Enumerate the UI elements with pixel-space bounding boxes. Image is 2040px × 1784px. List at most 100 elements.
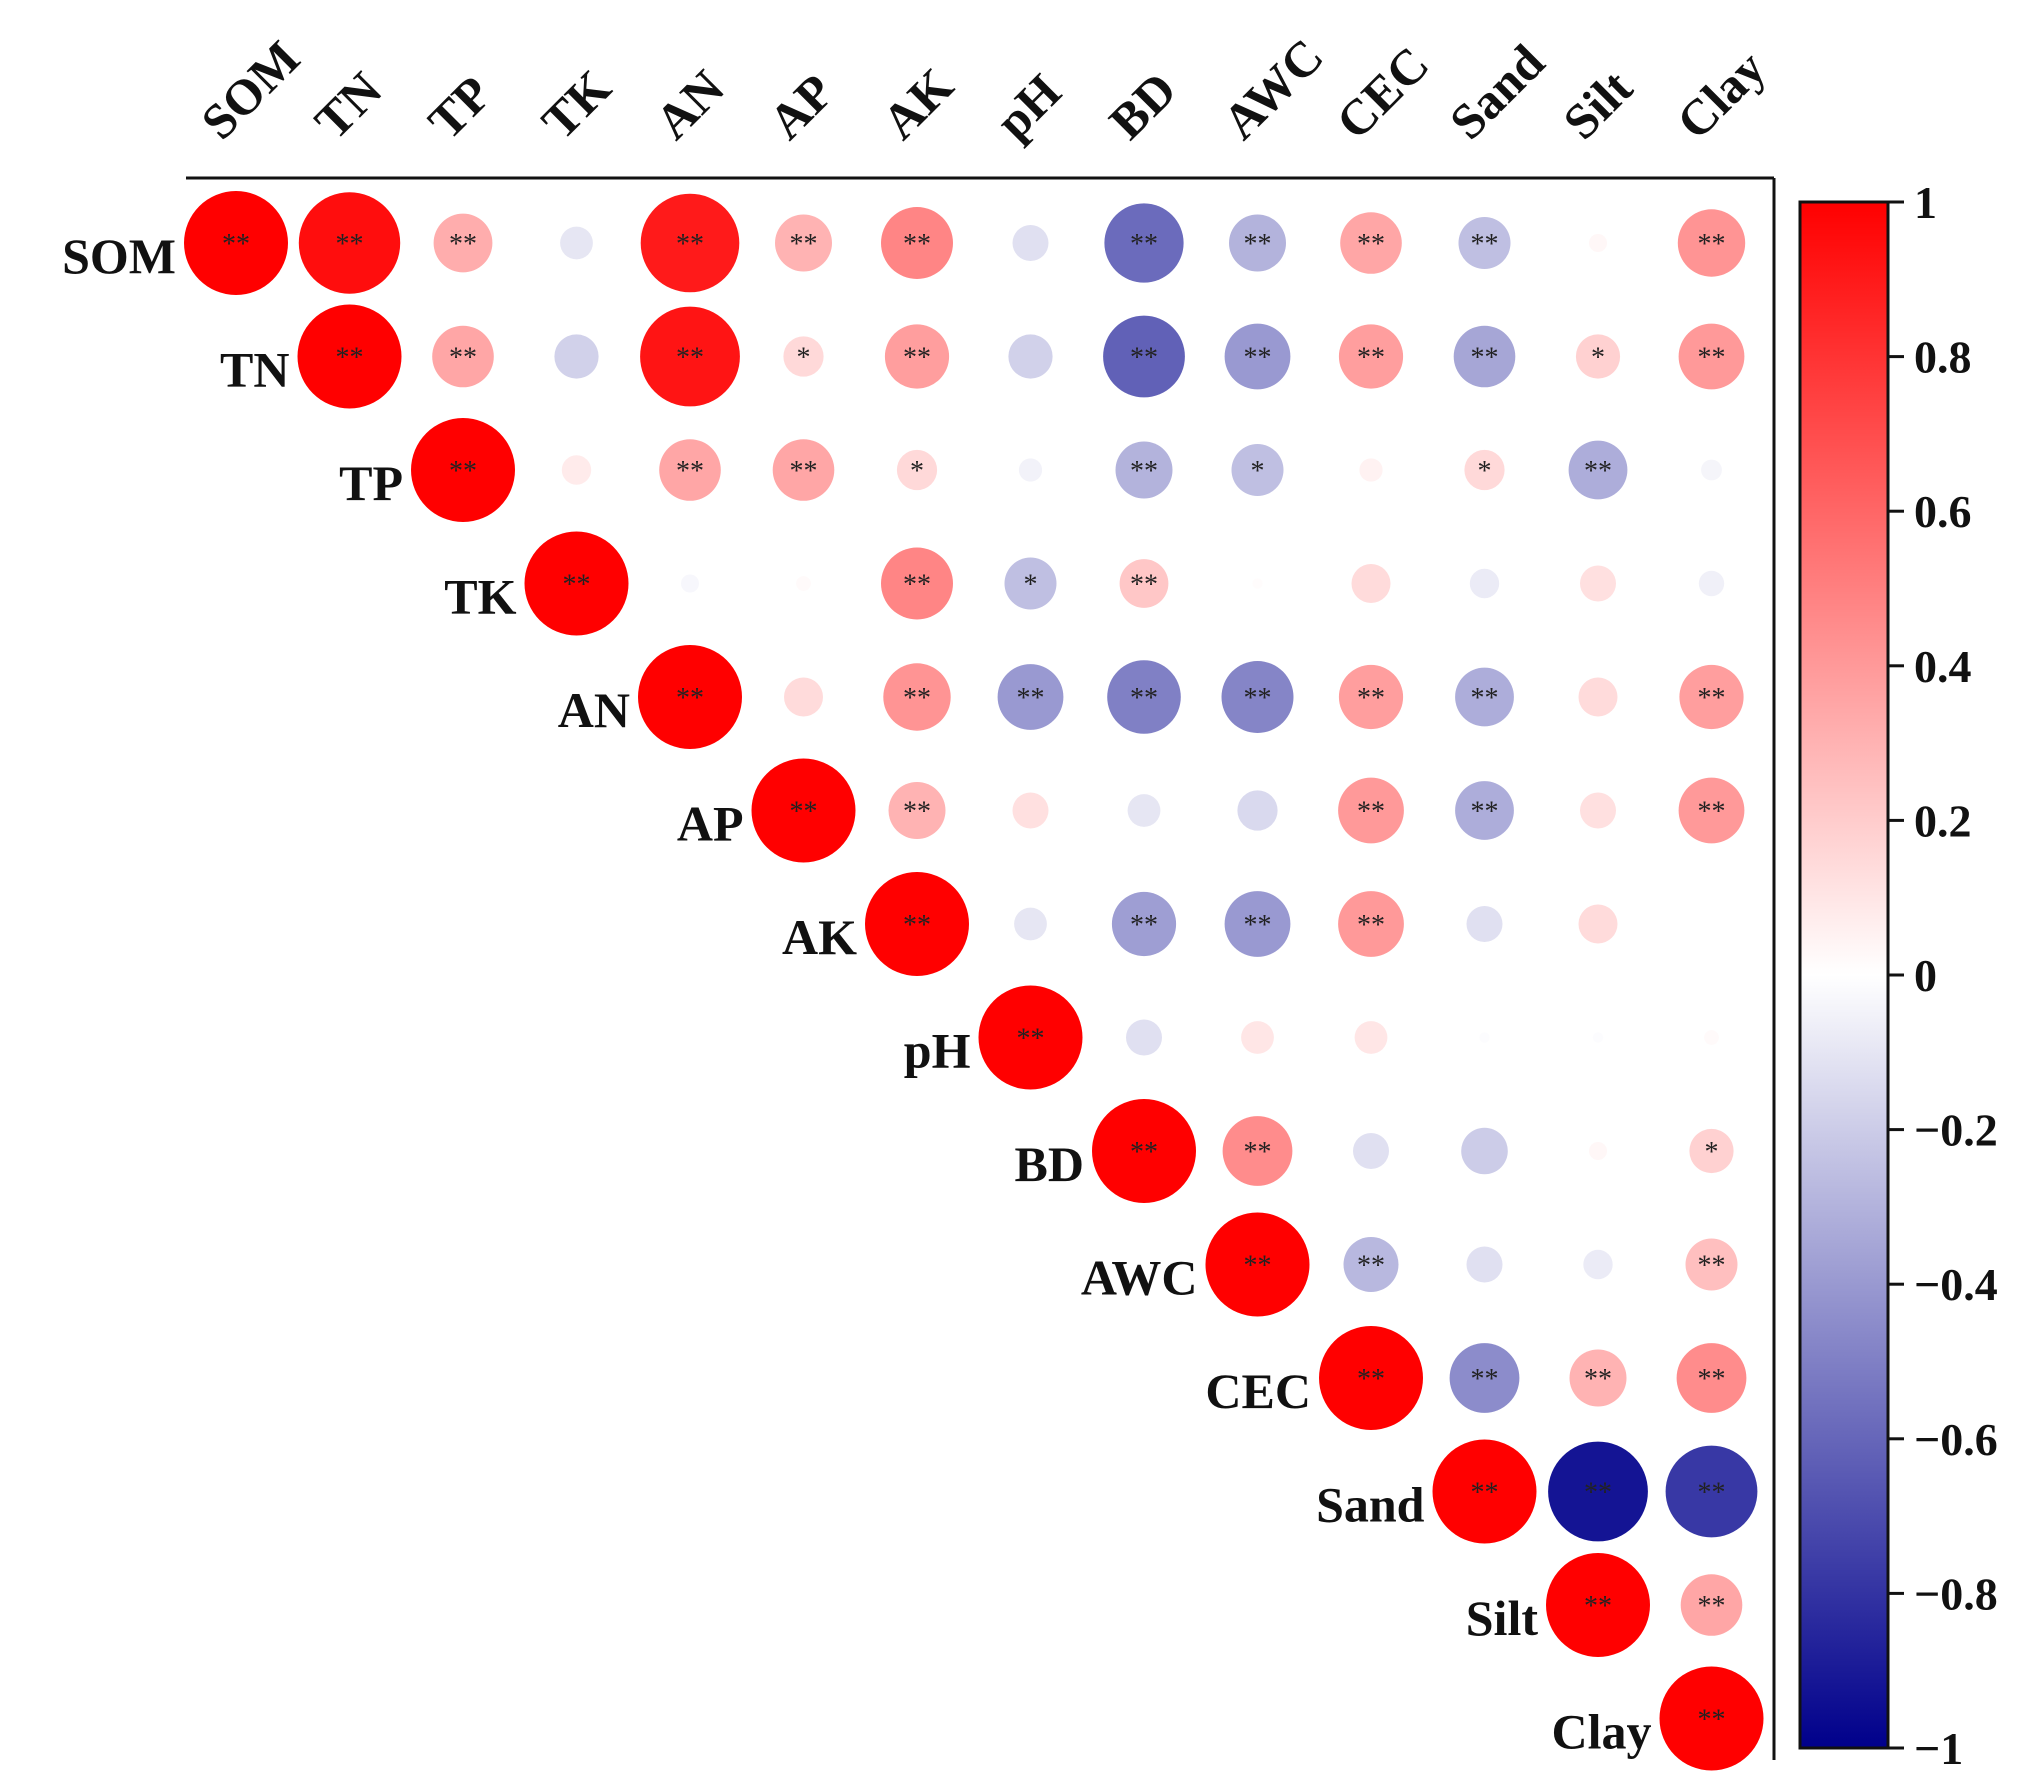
correlation-circle: [1469, 568, 1500, 599]
significance-mark: **: [1244, 1251, 1272, 1282]
significance-mark: **: [1698, 229, 1726, 260]
significance-mark: **: [449, 343, 477, 374]
significance-mark: **: [336, 229, 364, 260]
correlation-circle: [1338, 891, 1404, 957]
correlation-circle: [1578, 677, 1618, 717]
correlation-circle: [883, 663, 951, 731]
correlation-circle: [1224, 323, 1291, 390]
significance-mark: **: [1244, 910, 1272, 941]
row-label: AN: [558, 682, 630, 738]
correlation-circle: [1222, 1116, 1293, 1186]
significance-mark: **: [790, 456, 818, 487]
significance-mark: **: [1698, 343, 1726, 374]
correlation-circle: [1568, 440, 1628, 500]
correlation-circle: [1583, 1249, 1613, 1280]
significance-mark: **: [1471, 797, 1499, 828]
colorbar-tick-label: −0.2: [1914, 1105, 1998, 1156]
column-label: AN: [644, 59, 735, 150]
correlation-circle: [1119, 559, 1169, 608]
correlation-circle: [1319, 1326, 1423, 1430]
correlation-circle: [783, 336, 824, 377]
significance-mark: **: [1130, 229, 1158, 260]
correlation-circle: [1455, 667, 1514, 727]
colorbar-tick-label: 1: [1914, 177, 1937, 228]
correlation-circle: [1107, 660, 1181, 734]
correlation-circle: [1432, 1439, 1537, 1544]
correlation-circle: [1338, 777, 1404, 844]
row-label: SOM: [62, 228, 176, 284]
significance-mark: **: [1471, 343, 1499, 374]
correlation-circle: [1205, 1212, 1310, 1317]
significance-mark: **: [790, 797, 818, 828]
significance-mark: *: [1251, 456, 1265, 487]
correlation-circle: [1014, 907, 1047, 941]
correlation-circle: [1466, 906, 1503, 942]
colorbar-tick-label: 0: [1914, 950, 1937, 1001]
correlation-circle: [1689, 1128, 1734, 1174]
significance-mark: **: [1130, 570, 1158, 601]
significance-mark: **: [1357, 1364, 1385, 1395]
correlation-circle: [1546, 1553, 1650, 1657]
axes-frame: [186, 176, 1776, 1760]
significance-mark: **: [903, 343, 931, 374]
correlation-circle: [1665, 1445, 1758, 1538]
correlation-circle: [1221, 661, 1294, 733]
correlation-circle: [1126, 1019, 1162, 1056]
significance-mark: **: [1244, 343, 1272, 374]
row-label: TP: [339, 455, 403, 511]
correlation-circle: [638, 645, 742, 749]
correlation-circle: [1103, 315, 1185, 398]
significance-mark: *: [797, 343, 811, 374]
colorbar-tick-label: 0.6: [1914, 486, 1972, 537]
colorbar-tick-label: −0.8: [1914, 1568, 1998, 1619]
row-label: pH: [904, 1023, 971, 1079]
colorbar-tick-label: −0.6: [1914, 1414, 1998, 1465]
correlation-circle: [751, 758, 856, 863]
correlation-circle: [1104, 203, 1184, 283]
correlation-circle: [1229, 214, 1286, 272]
column-label: Sand: [1439, 33, 1555, 149]
correlation-circle: [1704, 1030, 1719, 1045]
colorbar-tick-label: 0.8: [1914, 332, 1972, 383]
significance-mark: **: [1698, 1705, 1726, 1736]
correlation-circle: [1018, 458, 1043, 482]
correlation-circle: [681, 574, 699, 593]
correlation-circle: [1224, 891, 1291, 957]
significance-mark: *: [1024, 570, 1038, 601]
correlation-circle: [881, 207, 953, 279]
correlation-circle: [1592, 1032, 1604, 1043]
correlation-circle: [775, 214, 832, 272]
correlation-circle: [1004, 557, 1057, 610]
significance-mark: **: [790, 229, 818, 260]
significance-mark: **: [1017, 1024, 1045, 1055]
row-label: Silt: [1466, 1590, 1539, 1646]
column-label: TP: [417, 65, 502, 150]
significance-mark: **: [1244, 683, 1272, 714]
significance-mark: **: [1017, 683, 1045, 714]
correlation-circle: [1548, 1441, 1648, 1542]
correlation-circle: [560, 226, 593, 260]
significance-mark: **: [1584, 1478, 1612, 1509]
correlation-circle: [1455, 781, 1514, 840]
correlation-circle: [1351, 564, 1391, 603]
significance-mark: **: [1584, 1591, 1612, 1622]
significance-mark: **: [1698, 683, 1726, 714]
significance-mark: **: [1130, 683, 1158, 714]
row-labels: SOM TN TP TK AN AP AK pH BD AWC CEC Sand Silt Clay: [62, 228, 1651, 1760]
correlation-circle: [1012, 225, 1049, 261]
column-label: AP: [758, 63, 845, 150]
significance-mark: **: [903, 570, 931, 601]
row-label: AK: [782, 909, 857, 965]
correlation-circle: [433, 213, 493, 273]
significance-mark: **: [1698, 1591, 1726, 1622]
correlation-circle: [1575, 334, 1621, 379]
correlation-circle: [1252, 578, 1263, 589]
correlation-circle: [884, 324, 950, 389]
column-label: Clay: [1666, 39, 1776, 149]
row-label: AP: [677, 796, 744, 852]
correlation-circle: [888, 782, 946, 839]
significance-mark: **: [1357, 229, 1385, 260]
column-label: TK: [531, 59, 622, 150]
colorbar-tick-label: −0.4: [1914, 1259, 1998, 1310]
